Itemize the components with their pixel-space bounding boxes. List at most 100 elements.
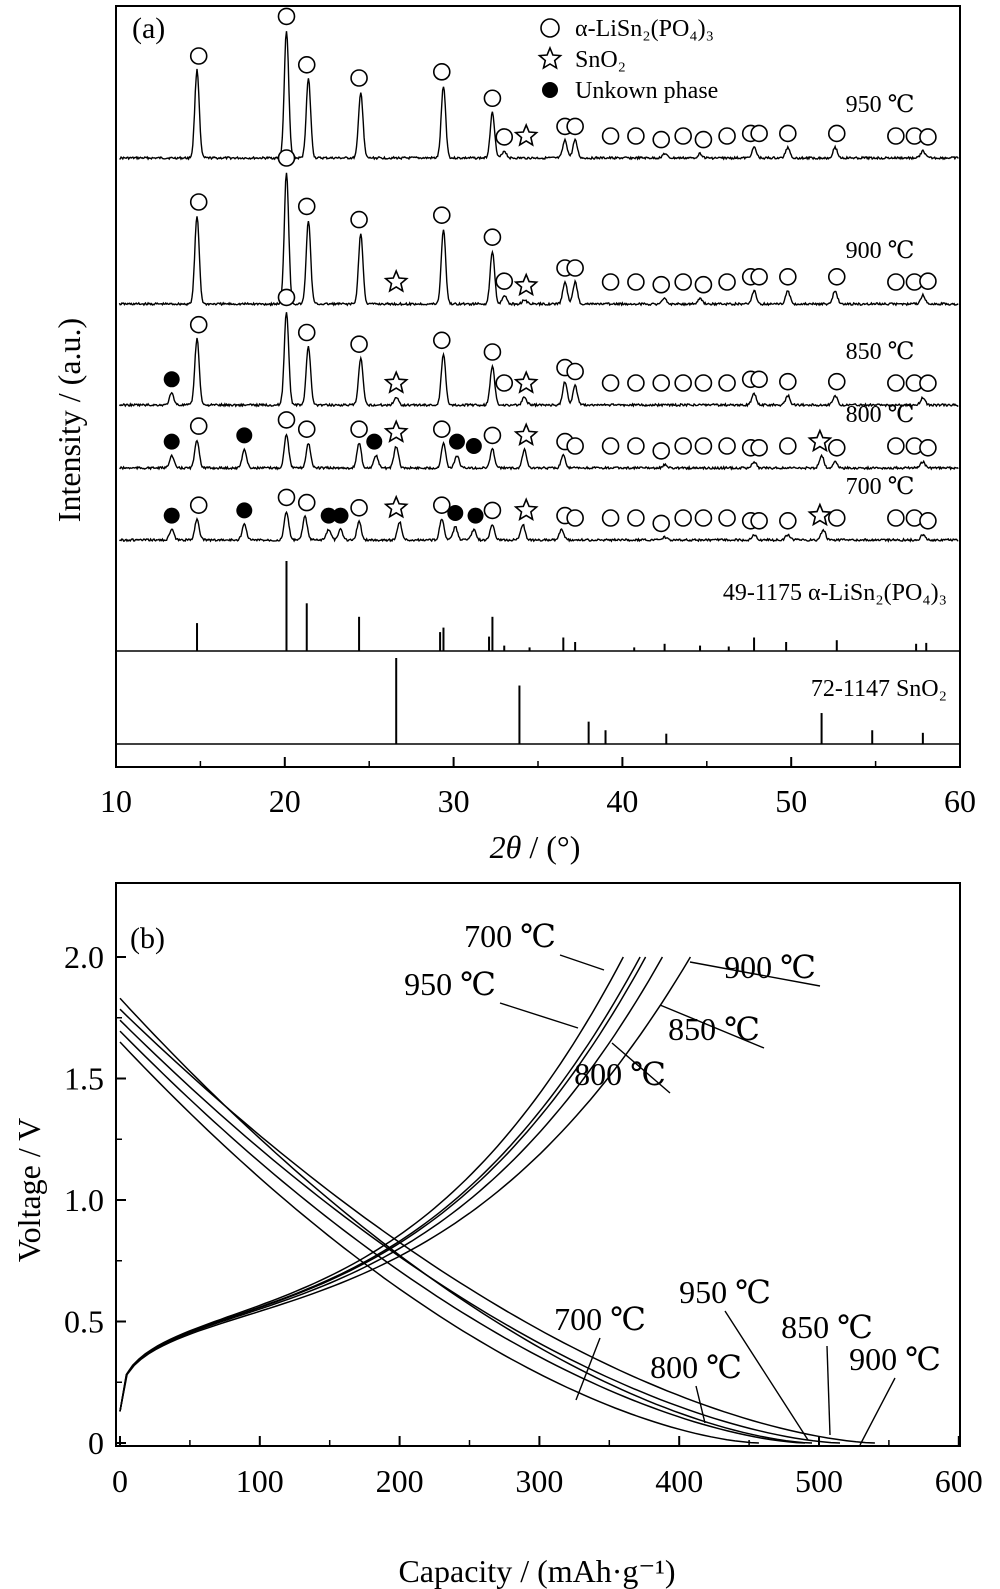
- alpha-phase-marker: [718, 273, 736, 291]
- alpha-phase-marker: [566, 259, 584, 277]
- alpha-phase-marker: [432, 206, 451, 224]
- panel-a-series: 950 ℃ 900 ℃ 850 ℃ 800 ℃ 700 ℃: [118, 31, 959, 543]
- alpha-phase-marker: [750, 267, 768, 286]
- charge-curve: [119, 956, 624, 1412]
- panel-b-label: (b): [130, 922, 165, 955]
- unknown-phase-marker: [236, 502, 253, 519]
- charge-curve: [119, 956, 664, 1412]
- y-tick-label: 2.0: [64, 939, 104, 975]
- alpha-phase-marker: [694, 275, 713, 294]
- alpha-phase-marker: [566, 117, 584, 136]
- sno2-star-marker: [383, 494, 409, 519]
- alpha-phase-marker: [779, 437, 797, 455]
- discharge-callout-label: 850 ℃: [781, 1309, 873, 1345]
- unknown-phase-marker: [163, 433, 180, 450]
- y-tick-label: 0.5: [64, 1304, 104, 1340]
- alpha-phase-marker: [277, 488, 296, 507]
- alpha-phase-marker: [827, 267, 846, 286]
- discharge-callout-line: [826, 1345, 831, 1436]
- legend-open-circle-icon: [540, 18, 560, 38]
- alpha-phase-marker: [887, 273, 905, 291]
- unknown-phase-marker: [320, 507, 337, 524]
- alpha-phase-marker: [627, 127, 645, 145]
- alpha-phase-marker: [566, 362, 584, 381]
- unknown-phase-marker: [163, 371, 180, 388]
- x-tick-label: 400: [655, 1463, 703, 1499]
- unknown-phase-marker: [448, 433, 465, 450]
- sno2-star-marker: [383, 370, 409, 394]
- alpha-phase-marker: [652, 442, 671, 460]
- alpha-phase-marker: [827, 124, 846, 143]
- discharge-callout-line: [859, 1377, 896, 1446]
- alpha-phase-marker: [694, 130, 713, 149]
- panel-b-x-axis-label: Capacity / (mAh·g⁻¹): [398, 1553, 675, 1589]
- alpha-phase-marker: [750, 511, 768, 530]
- panel-a-x-axis-label-unit: / (°): [521, 829, 580, 865]
- sno2-star-marker: [513, 370, 539, 394]
- alpha-phase-marker: [694, 437, 713, 455]
- x-tick-label: 50: [775, 783, 807, 819]
- alpha-phase-marker: [483, 426, 502, 445]
- charge-callout-line: [499, 1002, 579, 1029]
- alpha-phase-marker: [652, 374, 671, 392]
- alpha-phase-marker: [718, 437, 736, 455]
- discharge-curve: [119, 1041, 759, 1444]
- alpha-phase-marker: [350, 420, 368, 439]
- alpha-phase-marker: [674, 509, 692, 527]
- panel-b-x-ticks: 0 100 200 300 400 500 600: [112, 1436, 983, 1499]
- alpha-phase-marker: [652, 514, 671, 533]
- alpha-phase-marker: [674, 437, 692, 455]
- alpha-phase-marker: [277, 7, 296, 26]
- alpha-phase-marker: [297, 56, 316, 74]
- alpha-phase-marker: [718, 374, 736, 392]
- charge-callout-line: [559, 954, 605, 971]
- charge-callout-label: 700 ℃: [464, 918, 556, 954]
- alpha-phase-marker: [350, 69, 368, 87]
- alpha-phase-marker: [627, 273, 645, 291]
- unknown-phase-marker: [236, 427, 253, 444]
- discharge-callout-line: [575, 1337, 601, 1401]
- alpha-phase-marker: [779, 511, 797, 530]
- alpha-phase-marker: [779, 267, 797, 286]
- alpha-phase-marker: [694, 374, 713, 392]
- x-tick-label: 30: [438, 783, 470, 819]
- alpha-phase-marker: [887, 127, 905, 145]
- alpha-phase-marker: [919, 128, 937, 146]
- xrd-series-label: 800 ℃: [846, 402, 915, 428]
- alpha-phase-marker: [652, 130, 671, 149]
- charge-curve: [119, 956, 641, 1412]
- x-tick-label: 40: [606, 783, 638, 819]
- panel-b-curves: [119, 956, 875, 1444]
- discharge-callout-line: [695, 1385, 706, 1424]
- unknown-phase-marker: [447, 505, 464, 521]
- alpha-phase-marker: [189, 193, 208, 211]
- y-tick-label: 1.5: [64, 1061, 104, 1097]
- alpha-phase-marker: [652, 275, 671, 294]
- panel-a-x-axis-label-symbol: 2θ: [490, 829, 522, 865]
- sno2-star-marker: [513, 272, 539, 297]
- unknown-phase-marker: [465, 438, 482, 454]
- alpha-phase-marker: [189, 47, 208, 65]
- alpha-phase-marker: [718, 127, 736, 145]
- legend-label: α-LiSn₂(PO₄)₃: [575, 16, 714, 42]
- charge-callout-label: 950 ℃: [404, 966, 496, 1002]
- unknown-phase-marker: [467, 507, 484, 524]
- discharge-curve: [119, 997, 813, 1444]
- alpha-phase-marker: [887, 509, 905, 527]
- alpha-phase-marker: [601, 127, 620, 145]
- alpha-phase-marker: [750, 370, 768, 389]
- unknown-phase-marker: [332, 507, 349, 524]
- sno2-star-marker: [513, 122, 539, 147]
- panel-a-x-axis-label: 2θ / (°): [490, 829, 581, 865]
- x-tick-label: 10: [100, 783, 132, 819]
- charge-curve: [119, 956, 692, 1412]
- alpha-phase-marker: [495, 374, 514, 392]
- x-tick-label: 20: [269, 783, 301, 819]
- alpha-phase-marker: [189, 417, 208, 435]
- sno2-star-marker: [513, 497, 539, 521]
- xrd-series-label: 850 ℃: [846, 339, 915, 365]
- x-tick-label: 100: [236, 1463, 284, 1499]
- sno2-star-marker: [383, 268, 409, 293]
